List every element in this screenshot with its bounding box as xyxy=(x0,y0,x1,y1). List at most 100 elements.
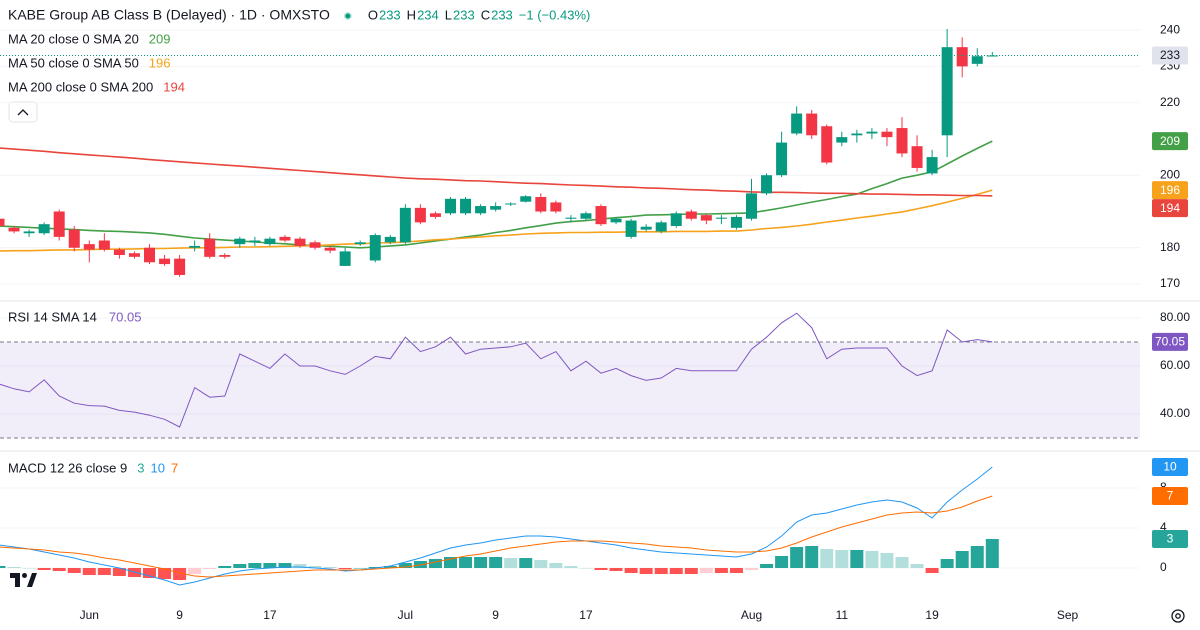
candle-body xyxy=(685,211,697,219)
candle-body xyxy=(776,142,788,176)
histogram-bar xyxy=(97,568,111,575)
y-tick-label: 80.00 xyxy=(1160,310,1190,324)
candle-body xyxy=(595,206,607,225)
price-badge-label: 70.05 xyxy=(1155,335,1185,349)
price-badge xyxy=(1152,46,1188,65)
y-tick-label: 180 xyxy=(1160,240,1180,254)
price-badge-label: 233 xyxy=(1160,48,1180,62)
histogram-bar xyxy=(684,568,698,574)
histogram-bar xyxy=(188,568,202,574)
price-badge-label: 209 xyxy=(1160,134,1180,148)
candle-body xyxy=(159,258,171,265)
candle-body xyxy=(490,206,502,210)
settings-icon[interactable] xyxy=(1171,609,1185,623)
legend-value: 209 xyxy=(149,31,171,46)
price-badge xyxy=(1152,332,1188,351)
histogram-bar xyxy=(910,564,924,568)
histogram-bar xyxy=(579,568,593,569)
x-tick-label: 9 xyxy=(492,608,499,622)
legend-value: 194 xyxy=(163,79,185,94)
y-tick-label: 0 xyxy=(1160,560,1167,574)
histogram-bar xyxy=(624,568,638,573)
histogram-bar xyxy=(112,568,126,576)
candle-body xyxy=(68,229,80,248)
price-badge-label: 7 xyxy=(1167,489,1174,503)
x-tick-label: 11 xyxy=(836,608,849,622)
candle-body xyxy=(445,198,456,214)
histogram-bar xyxy=(459,557,473,568)
y-tick-label: 60.00 xyxy=(1160,358,1190,372)
candle-body xyxy=(535,196,547,212)
histogram-bar xyxy=(82,568,96,575)
histogram-bar xyxy=(278,563,292,568)
y-tick-label: 170 xyxy=(1160,276,1180,290)
legend-value: 10 xyxy=(150,460,164,475)
candle-body xyxy=(911,146,923,168)
candle-body xyxy=(730,216,742,228)
candle-body xyxy=(550,202,562,212)
price-badge-label: 194 xyxy=(1160,201,1180,215)
price-badge xyxy=(1152,487,1188,505)
x-tick-label: 17 xyxy=(263,608,277,622)
price-change: −1 (−0.43%) xyxy=(519,7,591,22)
collapse-button[interactable] xyxy=(8,101,38,123)
histogram-bar xyxy=(519,558,533,568)
histogram-bar xyxy=(37,568,51,570)
candle-body xyxy=(174,258,186,275)
histogram-bar xyxy=(173,568,187,580)
candle-body xyxy=(866,131,878,134)
histogram-bar xyxy=(790,547,804,568)
price-badge xyxy=(1152,181,1188,200)
histogram-bar xyxy=(955,551,969,568)
histogram-bar xyxy=(865,551,879,568)
candle-body xyxy=(520,196,532,202)
candle-body xyxy=(700,215,712,221)
price-badge xyxy=(1152,132,1188,151)
histogram-bar xyxy=(444,557,457,568)
candle-body xyxy=(670,213,682,226)
histogram-bar xyxy=(293,564,307,568)
candle-body xyxy=(249,240,261,243)
candle-body xyxy=(144,247,155,263)
histogram-bar xyxy=(970,546,984,568)
y-tick-label: 40.00 xyxy=(1160,406,1190,420)
candle-body xyxy=(625,220,637,237)
price-badge xyxy=(1152,530,1188,548)
histogram-bar xyxy=(7,567,21,568)
histogram-bar xyxy=(699,568,713,573)
histogram-bar xyxy=(895,557,909,568)
x-tick-label: Jul xyxy=(398,608,413,622)
candle-body xyxy=(113,249,125,256)
candle-body xyxy=(279,236,291,241)
candle-body xyxy=(836,137,848,143)
x-tick-label: 17 xyxy=(579,608,593,622)
candle-body xyxy=(429,213,441,217)
histogram-bar xyxy=(233,564,247,568)
candle-body xyxy=(565,217,577,219)
rsi-band xyxy=(0,342,1140,439)
logo[interactable] xyxy=(10,573,37,587)
legend-name: MACD 12 26 close 9 xyxy=(8,460,127,475)
candle-body xyxy=(821,126,833,163)
x-tick-label: 19 xyxy=(925,608,939,622)
histogram-bar xyxy=(594,568,608,570)
ohlc-letter: O xyxy=(368,7,378,22)
candle-body xyxy=(851,133,863,136)
histogram-bar xyxy=(880,553,894,568)
price-badge-label: 3 xyxy=(1167,532,1174,546)
candle-body xyxy=(324,247,336,251)
histogram-bar xyxy=(820,549,834,568)
candle-body xyxy=(294,238,306,246)
x-tick-label: 9 xyxy=(176,608,183,622)
histogram-bar xyxy=(248,563,262,568)
candle-body xyxy=(460,198,472,214)
legend-value: 70.05 xyxy=(109,309,142,324)
ohlc-value: 234 xyxy=(417,7,439,22)
histogram-bar xyxy=(534,560,548,568)
legend-value: 3 xyxy=(137,460,144,475)
candle-body xyxy=(956,47,968,67)
legend-value: 7 xyxy=(171,460,178,475)
histogram-bar xyxy=(669,568,683,574)
candle-body xyxy=(189,245,201,248)
